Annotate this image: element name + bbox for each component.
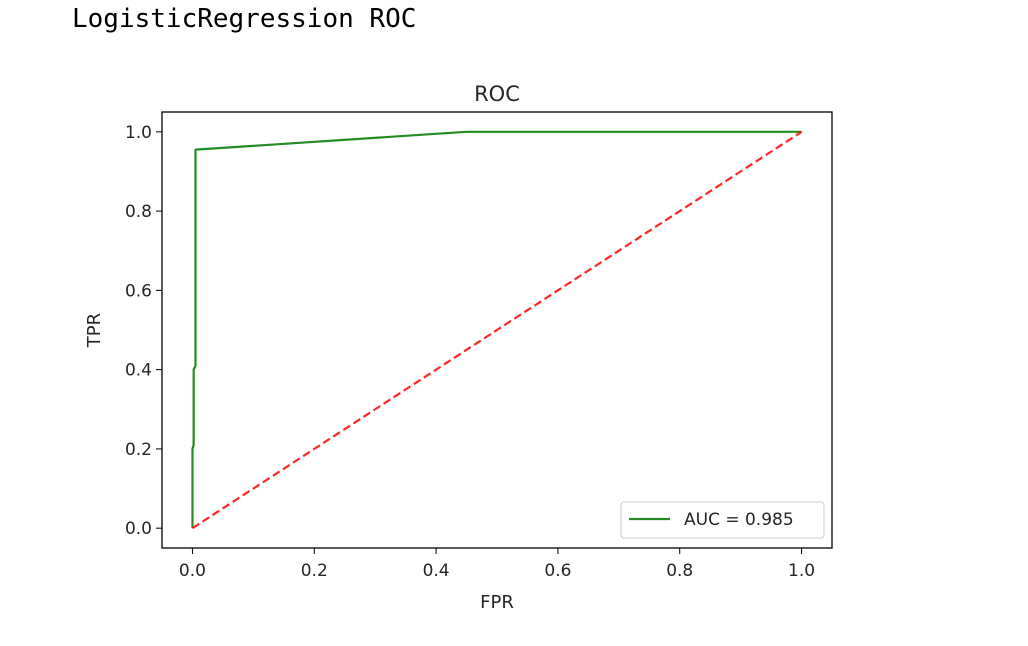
x-axis-label: FPR <box>480 592 514 613</box>
y-tick-label: 1.0 <box>125 123 152 143</box>
y-ticks: 0.0 0.2 0.4 0.6 0.8 1.0 <box>125 123 162 539</box>
x-tick-label: 0.2 <box>301 561 328 581</box>
plot-frame <box>161 111 833 549</box>
y-tick-label: 0.8 <box>125 202 152 222</box>
plot-lines <box>191 130 803 530</box>
legend-label: AUC = 0.985 <box>684 510 794 530</box>
x-ticks: 0.0 0.2 0.4 0.6 0.8 1.0 <box>179 548 815 581</box>
legend: AUC = 0.985 <box>620 501 825 539</box>
x-tick-label: 1.0 <box>788 561 815 581</box>
x-tick-label: 0.0 <box>179 561 206 581</box>
y-tick-label: 0.6 <box>125 281 152 301</box>
legend-box <box>620 501 825 539</box>
chart-title: ROC <box>474 82 520 106</box>
x-tick-label: 0.8 <box>666 561 693 581</box>
y-tick-label: 0.2 <box>125 440 152 460</box>
x-tick-label: 0.6 <box>544 561 571 581</box>
y-tick-label: 0.0 <box>125 519 152 539</box>
cell-output-text: LogisticRegression ROC <box>72 4 417 34</box>
y-axis-label: TPR <box>84 313 105 348</box>
x-tick-label: 0.4 <box>423 561 450 581</box>
y-tick-label: 0.4 <box>125 361 152 381</box>
series-line-1 <box>191 130 803 530</box>
series-line-0 <box>191 130 802 529</box>
